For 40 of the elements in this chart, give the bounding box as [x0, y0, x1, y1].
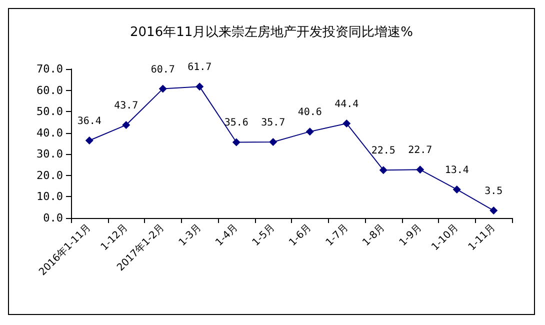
point	[342, 119, 351, 128]
data-label: 36.4	[77, 116, 102, 128]
point	[379, 166, 388, 174]
data-label: 3.5	[484, 186, 503, 198]
point	[452, 185, 461, 194]
data-label: 60.7	[150, 64, 175, 76]
data-label: 44.4	[334, 98, 359, 110]
y-tick-label: 50.0	[36, 105, 63, 118]
data-label: 22.5	[371, 146, 396, 157]
point	[196, 82, 204, 91]
x-tick-label: 1-4月	[214, 222, 240, 248]
point	[269, 138, 278, 146]
data-label: 40.6	[298, 107, 322, 118]
y-tick-label: 20.0	[36, 168, 63, 182]
point	[85, 136, 94, 145]
y-tick-label: 60.0	[36, 84, 63, 97]
y-tick-label: 40.0	[36, 126, 63, 140]
point	[416, 166, 424, 174]
data-label: 35.7	[261, 118, 286, 129]
data-label: 43.7	[114, 100, 138, 112]
data-label: 22.7	[408, 145, 432, 156]
point	[158, 84, 167, 93]
data-label: 35.6	[224, 118, 248, 129]
y-tick-label: 30.0	[36, 148, 63, 161]
x-tick-label: 1-5月	[250, 222, 278, 248]
data-label: 13.4	[444, 164, 469, 176]
point	[122, 120, 130, 129]
point	[490, 206, 498, 215]
point	[232, 138, 240, 146]
y-tick-label: 0.0	[43, 212, 63, 224]
point	[306, 128, 314, 136]
x-tick-label: 1-8月	[360, 222, 388, 248]
x-tick-label: 1-3月	[177, 222, 204, 248]
data-label: 61.7	[188, 62, 212, 74]
y-tick-label: 70.0	[36, 62, 63, 76]
chart-title: 2016年11月以来崇左房地产开发投资同比增速%	[130, 24, 413, 40]
x-tick-label: 1-7月	[324, 222, 351, 248]
x-tick-label: 1-9月	[398, 222, 424, 248]
y-tick-label: 10.0	[36, 190, 63, 204]
x-tick-label: 1-6月	[287, 222, 314, 248]
